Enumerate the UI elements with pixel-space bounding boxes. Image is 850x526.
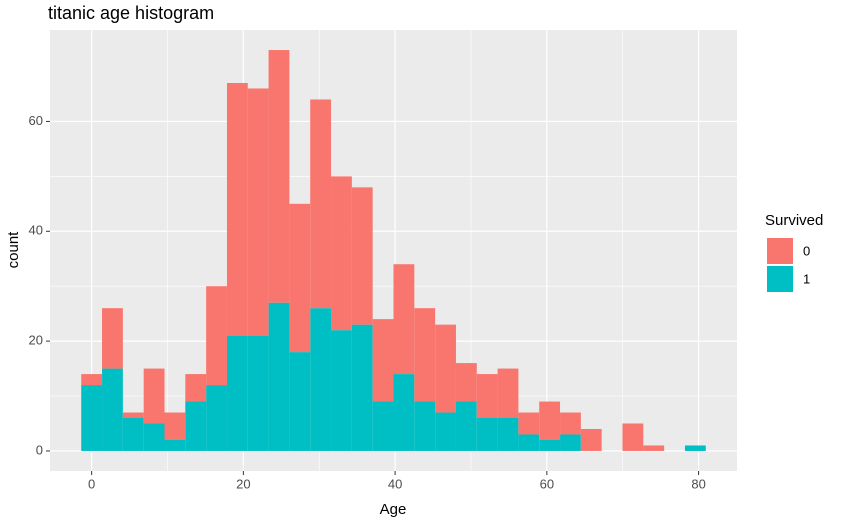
bar <box>435 412 456 451</box>
bar <box>164 412 186 440</box>
bar <box>331 330 352 451</box>
bar <box>351 324 373 451</box>
bar <box>414 401 436 451</box>
bar <box>289 352 311 451</box>
x-tick-label: 60 <box>540 476 554 491</box>
bar <box>476 418 498 451</box>
legend-key <box>767 266 793 292</box>
legend-label: 1 <box>803 271 810 286</box>
bar <box>247 335 269 451</box>
bar <box>226 82 248 336</box>
bar <box>518 434 540 451</box>
y-axis-label: count <box>5 231 22 269</box>
x-tick-label: 40 <box>388 476 402 491</box>
bar <box>684 445 706 451</box>
bar <box>268 302 290 451</box>
bar <box>164 439 186 451</box>
bar <box>393 264 415 375</box>
bar <box>643 445 665 451</box>
bar <box>622 423 644 451</box>
bar <box>414 308 436 402</box>
bar <box>351 187 373 325</box>
bar <box>393 374 415 451</box>
bar <box>143 423 165 451</box>
legend-title: Survived <box>765 212 823 229</box>
bar <box>539 439 561 451</box>
bar <box>102 308 123 369</box>
bar <box>206 286 227 386</box>
bar <box>122 418 144 451</box>
bar <box>122 412 144 419</box>
bar <box>185 401 207 451</box>
bar <box>372 401 394 451</box>
bar <box>518 412 540 435</box>
bar <box>268 50 290 303</box>
bar <box>580 428 602 451</box>
bar <box>310 99 332 309</box>
bar <box>226 335 248 451</box>
x-tick-label: 20 <box>236 476 250 491</box>
bar <box>185 374 207 402</box>
bar <box>102 368 123 451</box>
bar <box>497 418 519 451</box>
bar <box>497 368 519 419</box>
bar <box>247 88 269 336</box>
bar <box>560 434 581 451</box>
bar <box>81 374 103 386</box>
bar <box>455 401 477 451</box>
y-tick-label: 20 <box>29 333 43 348</box>
x-tick-label: 0 <box>88 476 95 491</box>
x-tick-label: 80 <box>691 476 705 491</box>
bar <box>331 176 352 331</box>
bar <box>372 319 394 402</box>
bar <box>539 401 561 440</box>
bar <box>310 308 332 451</box>
bar <box>143 368 165 424</box>
bar <box>435 324 456 413</box>
y-tick-label: 0 <box>36 442 43 457</box>
legend-label: 0 <box>803 243 810 258</box>
bar <box>206 385 227 451</box>
y-tick-label: 40 <box>29 223 43 238</box>
legend-key <box>767 238 793 264</box>
bar <box>560 412 581 435</box>
bar <box>476 374 498 419</box>
y-tick-label: 60 <box>29 113 43 128</box>
x-axis-label: Age <box>380 501 407 518</box>
bar <box>289 203 311 353</box>
chart-title: titanic age histogram <box>48 3 214 23</box>
bar <box>81 385 103 451</box>
bar <box>455 363 477 402</box>
